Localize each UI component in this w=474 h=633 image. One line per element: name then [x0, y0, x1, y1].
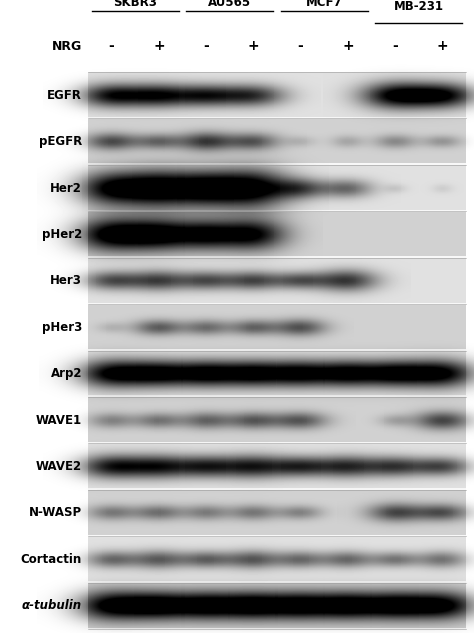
Text: AU565: AU565	[208, 0, 251, 9]
Text: +: +	[153, 39, 164, 53]
Text: Her2: Her2	[50, 182, 82, 194]
Text: +: +	[437, 39, 448, 53]
Text: -: -	[298, 39, 303, 53]
Text: pEGFR: pEGFR	[39, 135, 82, 148]
Text: +: +	[247, 39, 259, 53]
Text: pHer2: pHer2	[42, 228, 82, 241]
Text: pHer3: pHer3	[42, 321, 82, 334]
Text: MB-231: MB-231	[394, 1, 444, 13]
Text: MCF7: MCF7	[306, 0, 343, 9]
Text: α-tubulin: α-tubulin	[22, 599, 82, 612]
Text: +: +	[342, 39, 354, 53]
Text: WAVE1: WAVE1	[36, 413, 82, 427]
Text: -: -	[203, 39, 209, 53]
Text: NRG: NRG	[52, 40, 82, 53]
Text: N-WASP: N-WASP	[29, 506, 82, 520]
Text: Cortactin: Cortactin	[21, 553, 82, 566]
Text: EGFR: EGFR	[47, 89, 82, 102]
Text: MDA-: MDA-	[401, 0, 437, 3]
Text: WAVE2: WAVE2	[36, 460, 82, 473]
Text: Arp2: Arp2	[51, 367, 82, 380]
Text: -: -	[109, 39, 115, 53]
Text: -: -	[392, 39, 398, 53]
Text: SKBR3: SKBR3	[113, 0, 157, 9]
Text: Her3: Her3	[50, 274, 82, 287]
